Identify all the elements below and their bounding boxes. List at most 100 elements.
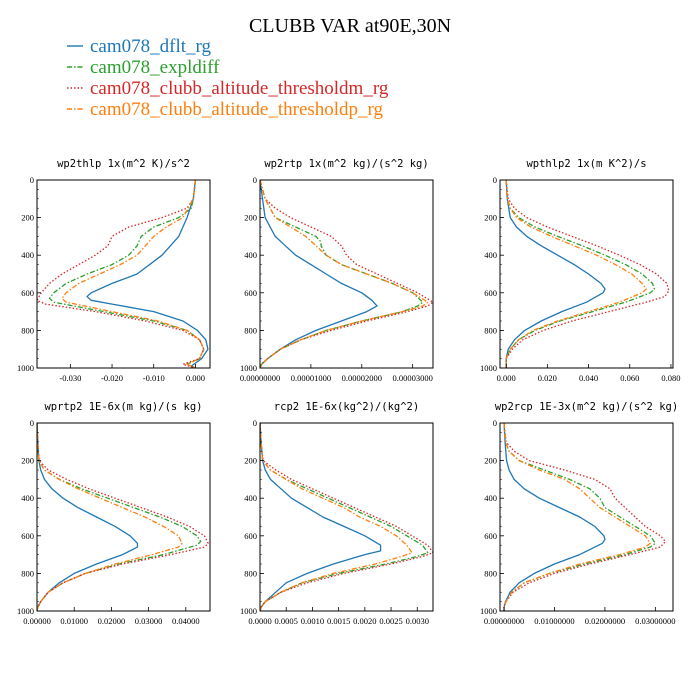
panel-2: wpthlp2 1x(m K^2)/s 0 200 400 600 800 10000.00…: [480, 158, 681, 383]
y-tick-label: 0: [30, 418, 34, 428]
panel-title: wpthlp2 1x(m K^2)/s: [526, 158, 646, 170]
y-tick-label: 200: [21, 213, 34, 223]
series-line-3: [260, 423, 413, 611]
series-line-2: [503, 423, 667, 611]
y-tick-label: 400: [244, 493, 257, 503]
x-tick-label: 0.0000: [248, 616, 271, 626]
series-line-0: [505, 180, 606, 368]
y-tick-label: 400: [484, 493, 497, 503]
panel-3: wprtp2 1E-6x(m kg)/(s kg) 0 200 400 600 800 10…: [17, 401, 211, 626]
y-tick-label: 800: [244, 325, 257, 335]
x-tick-label: -0.010: [143, 373, 165, 383]
plot-frame: [259, 179, 434, 369]
y-tick-label: 400: [21, 493, 34, 503]
series-line-3: [260, 180, 429, 368]
series-line-3: [37, 423, 183, 611]
x-tick-label: -0.030: [59, 373, 81, 383]
panel-0: wp2thlp 1x(m^2 K)/s^2 0 200 400 600 800 1000 -0…: [17, 158, 211, 383]
x-tick-label: 0.02000: [98, 616, 126, 626]
series-line-0: [86, 180, 209, 368]
x-tick-label: 0.04000: [172, 616, 200, 626]
x-tick-label: 0.00000000: [484, 616, 524, 626]
series-line-2: [260, 423, 433, 611]
x-tick-label: 0.000: [186, 373, 205, 383]
y-tick-label: 200: [244, 213, 257, 223]
x-tick-label: 0.00001000: [291, 373, 331, 383]
x-tick-label: 0.0025: [379, 616, 402, 626]
series-line-0: [260, 180, 378, 368]
series-line-3: [505, 180, 647, 368]
x-tick-label: 0.0030: [406, 616, 429, 626]
y-tick-label: 600: [21, 531, 34, 541]
y-tick-label: 600: [484, 288, 497, 298]
y-tick-label: 200: [484, 456, 497, 466]
y-tick-label: 800: [244, 568, 257, 578]
x-tick-label: 0.00000: [23, 616, 51, 626]
panel-title: wp2rcp 1E-3x(m^2 kg)/(s^2 kg): [495, 401, 678, 413]
y-tick-label: 600: [244, 288, 257, 298]
series-line-1: [48, 180, 205, 368]
panel-title: rcp2 1E-6x(kg^2)/(kg^2): [274, 401, 419, 413]
series-line-0: [37, 423, 139, 611]
x-tick-label: 0.000: [497, 373, 516, 383]
x-tick-label: 0.01000: [60, 616, 88, 626]
panel-5: wp2rcp 1E-3x(m^2 kg)/(s^2 kg) 0 200 400 600 8…: [480, 401, 678, 626]
y-tick-label: 200: [484, 213, 497, 223]
y-tick-label: 600: [484, 531, 497, 541]
legend-label-0: cam078_dflt_rg: [90, 36, 212, 57]
x-tick-label: 0.03000000: [635, 616, 675, 626]
y-tick-label: 0: [493, 175, 497, 185]
y-tick-label: 1000: [17, 606, 34, 616]
y-tick-label: 1000: [480, 363, 497, 373]
series-line-0: [503, 423, 606, 611]
x-tick-label: -0.020: [101, 373, 123, 383]
panel-title: wprtp2 1E-6x(m kg)/(s kg): [44, 401, 202, 413]
x-tick-label: 0.02000000: [585, 616, 625, 626]
y-tick-label: 600: [244, 531, 257, 541]
y-tick-label: 400: [244, 250, 257, 260]
y-tick-label: 800: [21, 325, 34, 335]
legend-label-2: cam078_clubb_altitude_thresholdm_rg: [90, 78, 389, 99]
y-tick-label: 0: [253, 418, 257, 428]
x-tick-label: 0.00003000: [392, 373, 432, 383]
series-line-2: [505, 180, 670, 368]
panel-4: rcp2 1E-6x(kg^2)/(kg^2) 0 200 400 600 800 1000…: [240, 401, 434, 626]
y-tick-label: 0: [30, 175, 34, 185]
legend-label-3: cam078_clubb_altitude_thresholdp_rg: [90, 99, 384, 120]
y-tick-label: 1000: [240, 363, 257, 373]
y-tick-label: 200: [21, 456, 34, 466]
series-line-1: [505, 180, 656, 368]
series-line-1: [260, 423, 429, 611]
y-tick-label: 0: [493, 418, 497, 428]
series-line-3: [61, 180, 205, 368]
x-tick-label: 0.060: [620, 373, 639, 383]
x-tick-label: 0.03000: [135, 616, 163, 626]
y-tick-label: 1000: [17, 363, 34, 373]
x-tick-label: 0.00000000: [240, 373, 280, 383]
x-tick-label: 0.0005: [275, 616, 298, 626]
series-line-1: [260, 180, 424, 368]
x-tick-label: 0.0015: [327, 616, 350, 626]
y-tick-label: 800: [21, 568, 34, 578]
panel-title: wp2thlp 1x(m^2 K)/s^2: [57, 158, 190, 170]
plot-frame: [499, 179, 674, 369]
x-tick-label: 0.0010: [301, 616, 324, 626]
series-line-3: [503, 423, 651, 611]
figure-title: CLUBB VAR at90E,30N: [249, 15, 451, 37]
x-tick-label: 0.01000000: [534, 616, 574, 626]
x-tick-label: 0.040: [579, 373, 598, 383]
plot-frame: [499, 422, 674, 612]
panel-title: wp2rtp 1x(m^2 kg)/(s^2 kg): [264, 158, 428, 170]
y-tick-label: 1000: [480, 606, 497, 616]
y-tick-label: 600: [21, 288, 34, 298]
series-line-0: [260, 423, 382, 611]
series-line-1: [37, 423, 202, 611]
x-tick-label: 0.00002000: [342, 373, 382, 383]
y-tick-label: 800: [484, 325, 497, 335]
series-line-2: [260, 180, 433, 368]
y-tick-label: 200: [244, 456, 257, 466]
legend: cam078_dflt_rgcam078_expldiffcam078_club…: [67, 36, 389, 120]
x-tick-label: 0.0020: [353, 616, 376, 626]
series-line-2: [37, 180, 205, 368]
